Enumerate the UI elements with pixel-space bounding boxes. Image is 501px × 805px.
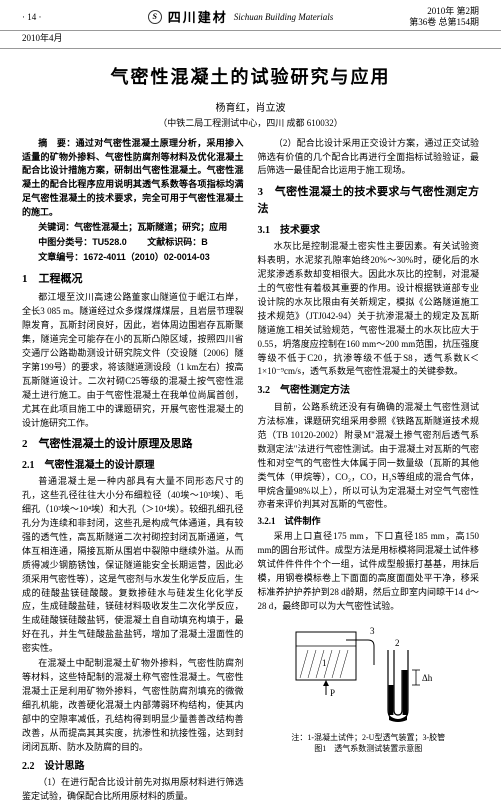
paper-affiliation: （中铁二局工程测试中心，四川 成都 610032） (0, 116, 501, 137)
label-2: 2 (395, 638, 400, 648)
section-2-1-body-b: 在混凝土中配制混凝土矿物外掺料，气密性防腐剂等材料，这些特配制的混凝土称气密性混… (22, 657, 244, 755)
figure-caption-top: 注：1-混凝土试件；2-U型透气装置；3-胶管 (258, 732, 480, 743)
section-2-heading: 2 气密性混凝土的设计原理及思路 (22, 436, 244, 453)
label-3: 3 (370, 626, 375, 636)
section-3-2-body: 目前，公路系统还没有有确确的混凝土气密性测试方法标准，课题研究组采用参照《铁路瓦… (258, 401, 480, 513)
paper-authors: 杨育红，肖立波 (0, 99, 501, 116)
sub-header: 2010年4月 (0, 31, 501, 49)
section-3-1-body: 水灰比是控制混凝土密实性主要因素。有关试验资料表明，水泥浆孔隙率始终20%～30… (258, 240, 480, 379)
apparatus-diagram-icon: P Δh 1 3 2 (278, 620, 458, 730)
section-1-heading: 1 工程概况 (22, 271, 244, 288)
section-2-2-body: （1）在进行配合比设计前先对拟用原材料进行筛选鉴定试验，确保配合比所用原材料的质… (22, 776, 244, 804)
header-issue: 2010年 第2期 第36卷 总第154期 (399, 6, 479, 28)
keywords: 关键词：气密性混凝土；瓦斯隧道；研究；应用 (22, 221, 244, 235)
label-1: 1 (322, 658, 327, 668)
left-column: 摘 要：通过对气密性混凝土原理分析，采用掺入适量的矿物外掺料、气密性防腐剂等材料… (22, 137, 244, 805)
section-2-1-body-a: 普通混凝土是一种内部具有大量不同形态尺寸的孔，这些孔径往往大小分布细粒径（40埃… (22, 475, 244, 656)
journal-name-en: Sichuan Building Materials (234, 12, 334, 22)
header-date: 2010年4月 (22, 31, 63, 44)
section-1-body: 都江堰至汶川高速公路董家山隧道位于岷江右岸，全长3 085 m。隧道经过众多煤煤… (22, 291, 244, 430)
abstract-block: 摘 要：通过对气密性混凝土原理分析，采用掺入适量的矿物外掺料、气密性防腐剂等材料… (22, 137, 244, 265)
right-column: （2）配合比设计采用正交设计方案，通过正交试验筛选有价值的几个配合比再进行全面指… (258, 137, 480, 805)
section-2-1-heading: 2.1 气密性混凝土的设计原理 (22, 458, 244, 474)
right-top-para: （2）配合比设计采用正交设计方案，通过正交试验筛选有价值的几个配合比再进行全面指… (258, 137, 480, 179)
issue-bottom: 第36卷 总第154期 (399, 17, 479, 28)
section-3-heading: 3 气密性混凝土的技术要求与气密性测定方法 (258, 184, 480, 218)
clc-doc-row: 中图分类号：TU528.0 文献标识码：B (22, 236, 244, 250)
section-2-2-heading: 2.2 设计思路 (22, 759, 244, 775)
journal-logo-icon: S (148, 10, 162, 24)
label-delta-h: Δh (422, 673, 433, 683)
clc: 中图分类号：TU528.0 (38, 237, 127, 247)
label-p: P (330, 688, 335, 698)
paper-title: 气密性混凝土的试验研究与应用 (0, 49, 501, 99)
abstract-text: 摘 要：通过对气密性混凝土原理分析，采用掺入适量的矿物外掺料、气密性防腐剂等材料… (22, 137, 244, 221)
header-journal: S 四川建材 Sichuan Building Materials (82, 7, 399, 26)
section-3-1-heading: 3.1 技术要求 (258, 223, 480, 239)
section-3-2-heading: 3.2 气密性测定方法 (258, 383, 480, 399)
page-header: · 14 · S 四川建材 Sichuan Building Materials… (0, 0, 501, 31)
article-id: 文章编号：1672-4011（2010）02-0014-03 (22, 251, 244, 265)
content-columns: 摘 要：通过对气密性混凝土原理分析，采用掺入适量的矿物外掺料、气密性防腐剂等材料… (0, 137, 501, 805)
journal-name-cn: 四川建材 (168, 7, 228, 26)
section-3-2-1-heading: 3.2.1 试件制作 (258, 515, 480, 529)
figure-1: P Δh 1 3 2 注：1-混凝土试件；2-U型透气装置 (258, 620, 480, 754)
doc-code: 文献标识码：B (147, 237, 208, 247)
header-page-number: · 14 · (22, 12, 82, 22)
section-3-2-1-body: 采用上口直径175 mm，下口直径185 mm，高150 mm的圆台形试件。成型… (258, 530, 480, 614)
figure-caption-bottom: 图1 透气系数测试装置示意图 (258, 743, 480, 754)
issue-top: 2010年 第2期 (399, 6, 479, 17)
